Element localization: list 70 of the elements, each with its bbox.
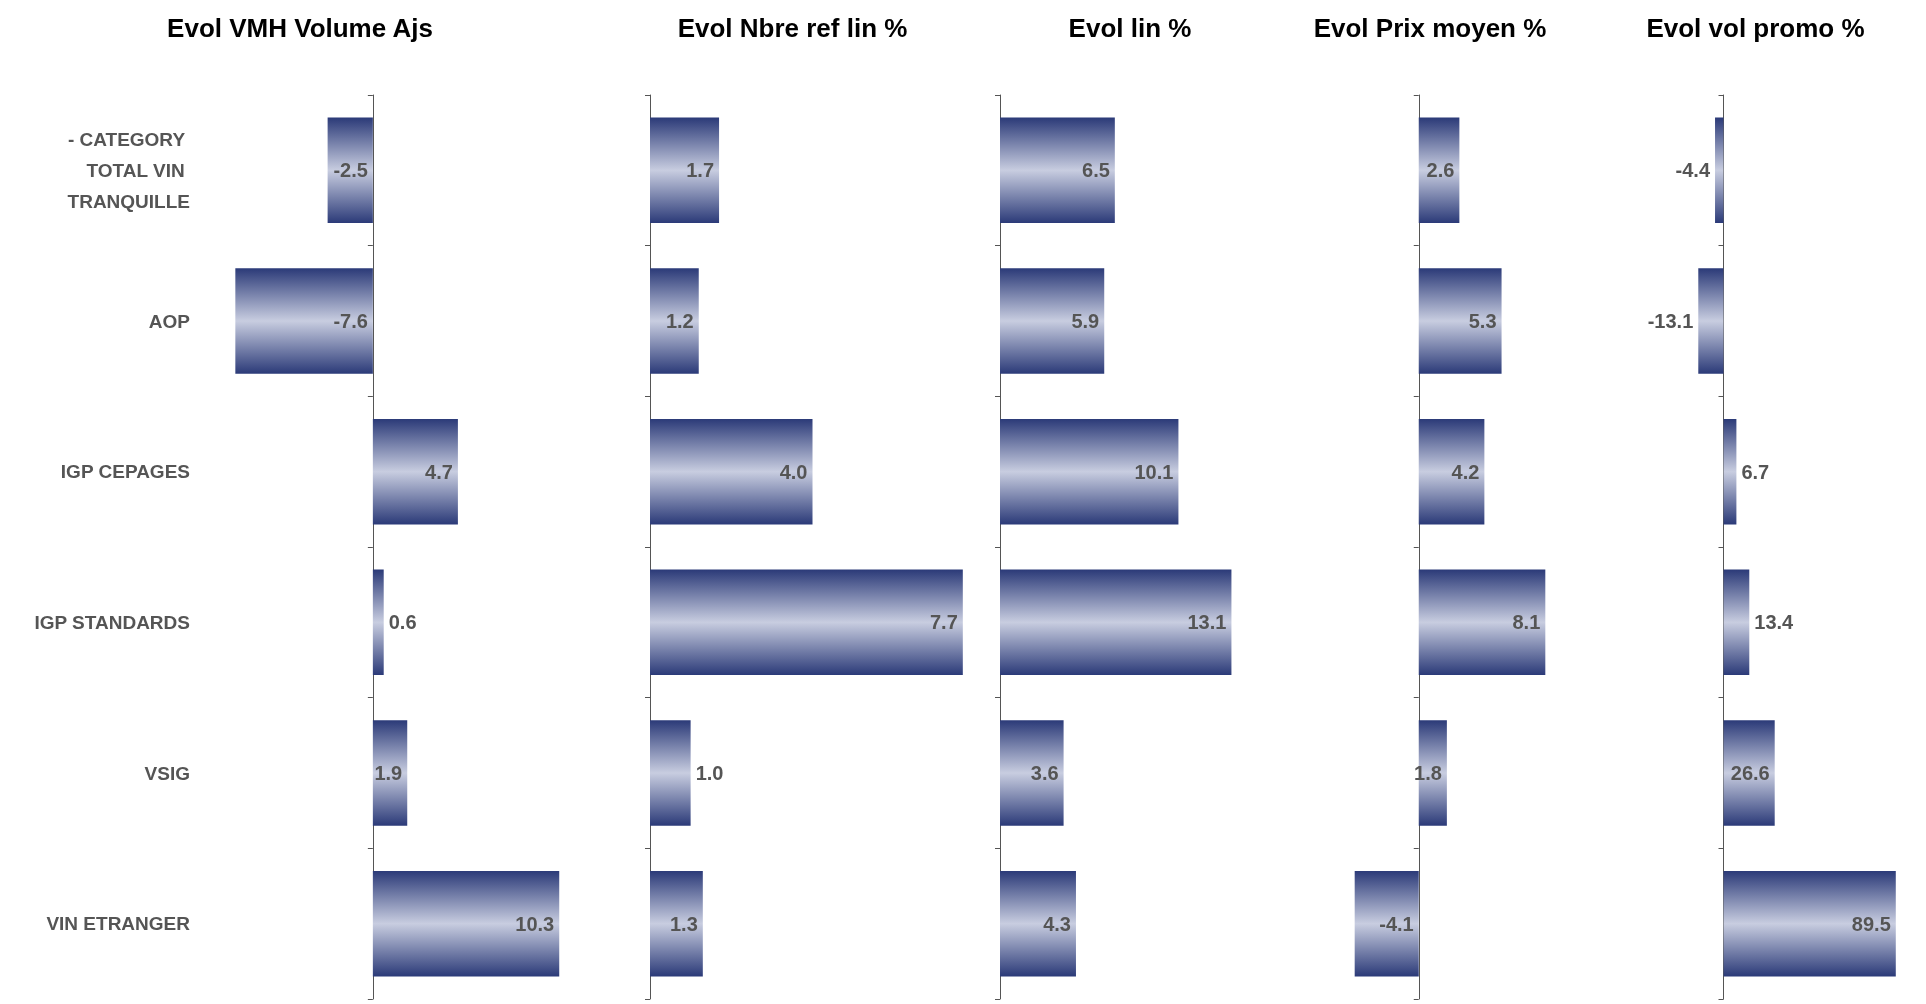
bar: [1715, 117, 1724, 224]
data-label: -7.6: [333, 310, 368, 332]
y-tick-label: AOP: [148, 310, 191, 332]
y-tick-label: - CATEGORY TOTAL VIN TRANQUILLE: [67, 128, 190, 212]
data-label: 3.6: [1030, 762, 1059, 784]
data-label: -4.4: [1675, 159, 1711, 182]
data-label: 4.7: [425, 460, 453, 483]
data-label: 1.0: [695, 762, 724, 784]
data-label: 6.7: [1741, 460, 1770, 483]
bar: [1000, 268, 1105, 374]
chart-title: Evol lin %: [1068, 13, 1192, 43]
bar: [1000, 870, 1076, 977]
data-label: 13.4: [1754, 611, 1795, 634]
data-label: 1.3: [670, 912, 698, 935]
data-label: 4.3: [1043, 912, 1071, 935]
bar: [372, 569, 384, 676]
bar: [650, 117, 720, 224]
chart-title: Evol Prix moyen %: [1313, 13, 1547, 43]
bar: [1723, 720, 1775, 826]
data-label: 4.0: [779, 460, 808, 483]
chart-title: Evol Nbre ref lin %: [677, 13, 908, 43]
data-label: -4.1: [1379, 912, 1414, 935]
bar: [1418, 117, 1460, 224]
bar: [372, 418, 458, 525]
bar: [1000, 569, 1232, 676]
bar: [650, 569, 963, 676]
bar: [1418, 268, 1502, 374]
data-label: 7.7: [930, 611, 958, 634]
bar: [1354, 870, 1419, 977]
bar: [650, 418, 813, 525]
bar: [1723, 418, 1737, 525]
bar: [327, 117, 373, 224]
data-label: 1.9: [374, 762, 403, 784]
bar: [1000, 418, 1179, 525]
data-label: 13.1: [1187, 611, 1227, 634]
data-label: 4.2: [1451, 460, 1480, 483]
data-label: 1.2: [665, 310, 694, 332]
data-label: 0.6: [388, 611, 417, 634]
data-label: 5.9: [1071, 310, 1100, 332]
data-label: 2.6: [1426, 159, 1455, 182]
bar: [650, 870, 703, 977]
bar: [235, 268, 373, 374]
data-label: 10.1: [1134, 460, 1174, 483]
y-tick-label: IGP STANDARDS: [34, 611, 190, 633]
data-label: 6.5: [1082, 159, 1110, 182]
bar: [1418, 569, 1546, 676]
chart-title: Evol VMH Volume Ajs: [167, 13, 433, 43]
y-tick-label: VSIG: [144, 762, 190, 784]
bar: [1000, 117, 1115, 224]
y-tick-label: IGP CEPAGES: [60, 461, 190, 483]
data-label: 1.8: [1414, 762, 1442, 784]
bar: [650, 268, 699, 374]
bar: [1723, 569, 1750, 676]
data-label: 8.1: [1512, 611, 1541, 634]
chart-title: Evol vol promo %: [1646, 13, 1865, 43]
bar: [1000, 720, 1064, 826]
data-label: -2.5: [333, 159, 368, 182]
bar: [1418, 418, 1485, 525]
data-label: -13.1: [1647, 310, 1694, 332]
data-label: 5.3: [1468, 310, 1497, 332]
y-tick-label: VIN ETRANGER: [46, 913, 191, 935]
data-label: 1.7: [686, 159, 715, 182]
bar: [650, 720, 691, 826]
bar: [372, 870, 560, 977]
data-label: 89.5: [1851, 912, 1891, 935]
bar: [372, 720, 408, 826]
data-label: 26.6: [1730, 762, 1770, 784]
bar: [1698, 268, 1724, 374]
bar: [1723, 870, 1896, 977]
data-label: 10.3: [515, 912, 555, 935]
